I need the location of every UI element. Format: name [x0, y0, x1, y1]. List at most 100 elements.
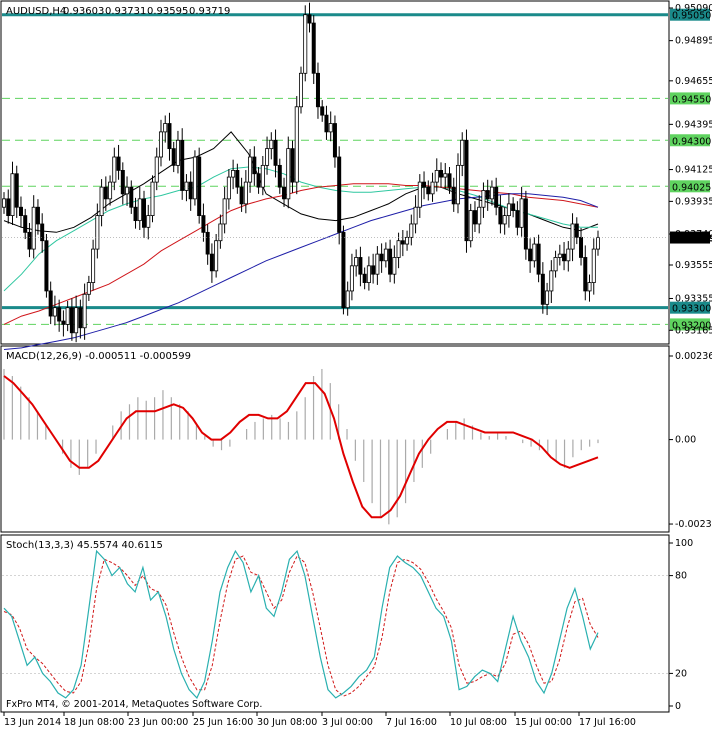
candle: [481, 182, 486, 218]
candle: [14, 165, 19, 218]
candle-body: [388, 248, 393, 275]
main-ytick-label-8: 0.93355: [675, 293, 712, 304]
candle-body: [282, 186, 287, 200]
candle-body: [52, 307, 57, 317]
candle: [214, 234, 219, 278]
candle-body: [489, 186, 494, 200]
candle-body: [142, 198, 147, 228]
candle: [35, 199, 40, 235]
candle: [269, 132, 274, 160]
candle: [566, 241, 571, 272]
candle: [328, 111, 333, 142]
candle: [494, 177, 499, 216]
candle-body: [485, 190, 490, 200]
candle: [277, 158, 282, 194]
candle-body: [137, 198, 142, 222]
candle: [413, 195, 418, 234]
candle-body: [426, 186, 431, 195]
candle: [184, 174, 189, 202]
candle-body: [545, 290, 550, 305]
x-tick-label-3: 25 Jun 16:00: [193, 717, 253, 728]
candle: [6, 189, 11, 224]
candle: [142, 190, 147, 239]
footer-copyright: FxPro MT4, © 2001-2014, MetaQuotes Softw…: [6, 699, 262, 710]
main-ytick-label-5: 0.93935: [675, 196, 712, 207]
candle-body: [511, 203, 516, 211]
candle: [307, 2, 312, 33]
main-ytick-label-6: 0.93740: [675, 229, 712, 240]
candle-body: [303, 14, 308, 74]
level-tag-4: [670, 301, 710, 314]
stoch-panel-frame: [0, 534, 670, 713]
candle: [95, 203, 100, 259]
candle-body: [383, 248, 388, 262]
x-tick-label-0: 13 Jun 2014: [4, 717, 61, 728]
main-ytick-label-7: 0.93555: [675, 260, 712, 271]
candle: [256, 167, 261, 194]
candle-body: [86, 282, 91, 295]
candle-body: [498, 206, 503, 225]
x-tick-label-8: 15 Jul 00:00: [515, 717, 572, 728]
candle: [231, 159, 236, 190]
candle: [472, 201, 477, 233]
candle-body: [583, 257, 588, 292]
candle: [562, 242, 567, 271]
candle: [379, 243, 384, 273]
ohlc-high: 0.93731: [105, 6, 146, 17]
candle: [69, 298, 74, 341]
ohlc-low: 0.93595: [147, 6, 188, 17]
candle: [150, 175, 155, 223]
candle-body: [562, 253, 567, 262]
candle: [235, 163, 240, 194]
candle-body: [6, 198, 11, 216]
candle: [239, 177, 244, 212]
candle: [23, 208, 28, 240]
time-axis: 13 Jun 2014 18 Jun 08:00 23 Jun 00:00 25 Ju…: [3, 712, 636, 728]
candles: 0.93719: [2, 2, 712, 343]
price-levels: 0.95050 0.94550 0.94300 0.94025 0.93300 0.932…: [2, 8, 711, 331]
candle-body: [154, 156, 159, 183]
candle-body: [125, 186, 130, 195]
candle: [298, 66, 303, 114]
macd-ytick-label-0: 0.002367: [675, 351, 712, 362]
candle-body: [591, 248, 596, 283]
candle-body: [57, 307, 62, 322]
candle-body: [10, 173, 15, 216]
candle-body: [570, 223, 575, 250]
candle-body: [371, 265, 376, 275]
candle: [574, 217, 579, 245]
x-tick-label-6: 7 Jul 16:00: [386, 717, 437, 728]
candle-body: [91, 248, 96, 283]
level-label-3: 0.94025: [672, 182, 711, 193]
x-tick-label-5: 3 Jul 00:00: [322, 717, 373, 728]
candle: [48, 281, 53, 325]
candle: [587, 274, 592, 302]
candle: [519, 186, 524, 237]
candle-body: [405, 236, 410, 245]
candle-body: [269, 139, 274, 150]
candle: [464, 129, 469, 253]
candle-body: [18, 206, 23, 216]
candle-body: [298, 72, 303, 108]
candle-body: [158, 131, 163, 158]
candle-body: [549, 270, 554, 292]
candle-body: [214, 240, 219, 272]
candle: [201, 203, 206, 242]
stoch-ytick-label-0: 100: [675, 538, 693, 549]
candle-body: [27, 231, 32, 250]
candle: [112, 147, 117, 191]
candle-body: [481, 190, 486, 208]
candle-body: [553, 257, 558, 272]
candle: [540, 262, 545, 314]
candle: [383, 242, 388, 268]
candle-body: [320, 106, 325, 116]
candle: [31, 195, 36, 259]
price-axes: 0.95090 0.94895 0.94655 0.94395 0.94125 0.939…: [669, 3, 712, 336]
candle: [553, 250, 558, 278]
candle-body: [48, 290, 53, 317]
ma-line-2: [3, 183, 599, 325]
candle: [57, 299, 62, 332]
candle: [40, 213, 45, 253]
candle-body: [35, 206, 40, 225]
